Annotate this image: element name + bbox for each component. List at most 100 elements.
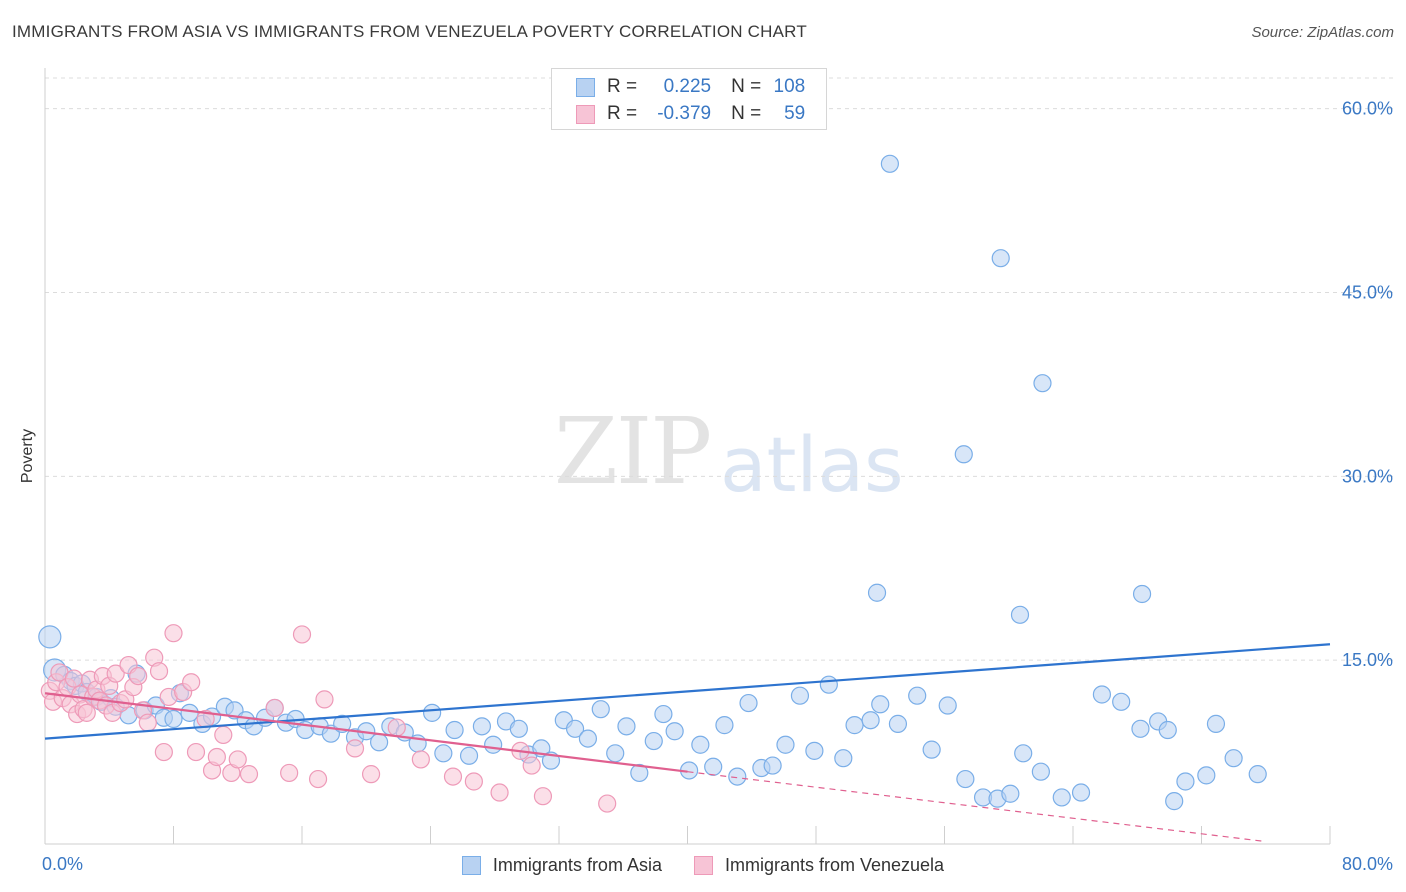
legend-n-value-asia: 108 <box>773 76 806 97</box>
asia-point <box>908 686 927 705</box>
venezuela-point <box>280 763 299 783</box>
asia-point <box>1206 714 1226 733</box>
trend-lines <box>44 643 1331 843</box>
asia-point <box>459 746 479 765</box>
asia-point <box>630 763 649 783</box>
venezuela-point <box>186 742 206 762</box>
asia-point <box>164 709 183 729</box>
asia-point <box>591 700 610 719</box>
asia-point <box>991 249 1010 268</box>
asia-point <box>1158 720 1177 740</box>
axes <box>44 68 1331 845</box>
asia-point <box>578 729 598 748</box>
asia-point <box>472 717 491 736</box>
legend-row-venezuela: R = -0.379 N = 59 <box>552 101 805 127</box>
watermark-atlas: atlas <box>720 420 904 509</box>
asia-point <box>867 583 887 602</box>
asia-point <box>954 445 973 464</box>
venezuela-trend-extension <box>687 771 1266 843</box>
venezuela-point <box>164 624 183 643</box>
asia-point <box>1071 783 1091 802</box>
y-tick-label: 15.0% <box>1342 650 1393 670</box>
legend-swatch-venezuela <box>576 104 595 124</box>
venezuela-point <box>361 765 381 784</box>
venezuela-point <box>308 769 328 789</box>
asia-point <box>790 686 810 705</box>
venezuela-point <box>411 750 430 769</box>
legend-r-value-asia: 0.225 <box>663 76 712 97</box>
asia-point <box>665 722 684 741</box>
asia-point <box>1112 692 1131 711</box>
venezuela-point <box>64 669 84 688</box>
asia-point <box>871 695 890 714</box>
venezuela-point <box>387 718 406 737</box>
venezuela-point <box>265 698 284 718</box>
legend-swatch-asia <box>461 855 481 875</box>
points <box>38 154 1267 813</box>
asia-point <box>922 740 941 759</box>
asia-point <box>834 749 853 768</box>
legend-label-venezuela: Immigrants from Venezuela <box>724 854 945 875</box>
asia-point <box>1132 584 1152 604</box>
asia-point <box>728 767 747 786</box>
venezuela-point <box>207 747 226 767</box>
asia-point <box>739 693 758 713</box>
venezuela-point <box>106 664 125 683</box>
asia-point <box>776 735 795 754</box>
venezuela-point <box>228 750 247 769</box>
asia-point <box>1248 765 1267 784</box>
venezuela-point <box>138 713 157 732</box>
venezuela-point <box>598 794 617 813</box>
asia-point <box>763 756 782 775</box>
legend-swatch-asia <box>576 77 595 97</box>
asia-point <box>423 703 442 722</box>
venezuela-point <box>533 787 553 806</box>
asia-point <box>845 716 864 735</box>
asia-point <box>1010 605 1030 624</box>
asia-trend-line <box>44 643 1331 740</box>
venezuela-point <box>77 703 96 722</box>
asia-point <box>565 719 585 738</box>
venezuela-point <box>490 783 509 802</box>
legend-row-asia: R = 0.225 N = 108 <box>552 74 805 100</box>
asia-point <box>1165 792 1184 811</box>
asia-point <box>1052 788 1071 807</box>
series-legend: Immigrants from Asia Immigrants from Ven… <box>0 852 1406 878</box>
asia-point <box>715 716 734 735</box>
venezuela-point <box>464 772 483 791</box>
asia-point <box>1131 719 1150 738</box>
venezuela-point <box>345 739 365 758</box>
asia-point <box>956 769 975 789</box>
venezuela-point <box>214 725 233 745</box>
asia-point <box>484 735 503 754</box>
asia-point <box>938 696 957 715</box>
legend-r-label: R = <box>607 103 638 124</box>
asia-point <box>704 757 723 776</box>
y-tick-label: 45.0% <box>1342 282 1393 302</box>
asia-point <box>1033 374 1052 393</box>
asia-point <box>819 675 838 694</box>
chart-source: Source: ZipAtlas.com <box>1251 24 1394 41</box>
asia-point <box>509 719 528 738</box>
asia-point <box>805 741 824 760</box>
asia-point <box>370 733 389 752</box>
chart-title: IMMIGRANTS FROM ASIA VS IMMIGRANTS FROM … <box>12 22 807 41</box>
asia-point <box>880 154 899 173</box>
legend-n-label: N = <box>731 103 762 124</box>
legend-item-venezuela[interactable]: Immigrants from Venezuela <box>693 854 945 876</box>
asia-point <box>38 625 62 649</box>
venezuela-point <box>443 767 463 786</box>
tick-labels: 15.0% 30.0% 45.0% 60.0% 0.0% 80.0% <box>42 99 1393 874</box>
asia-point <box>644 731 663 751</box>
asia-point <box>1224 749 1243 768</box>
asia-point <box>861 711 880 730</box>
venezuela-point <box>149 662 169 681</box>
legend-item-asia[interactable]: Immigrants from Asia <box>461 854 662 876</box>
legend-r-value-venezuela: -0.379 <box>657 103 712 124</box>
asia-point <box>617 717 636 736</box>
venezuela-point <box>522 756 541 775</box>
asia-point <box>1092 685 1112 704</box>
asia-point <box>691 735 710 754</box>
legend-label-asia: Immigrants from Asia <box>492 854 662 875</box>
